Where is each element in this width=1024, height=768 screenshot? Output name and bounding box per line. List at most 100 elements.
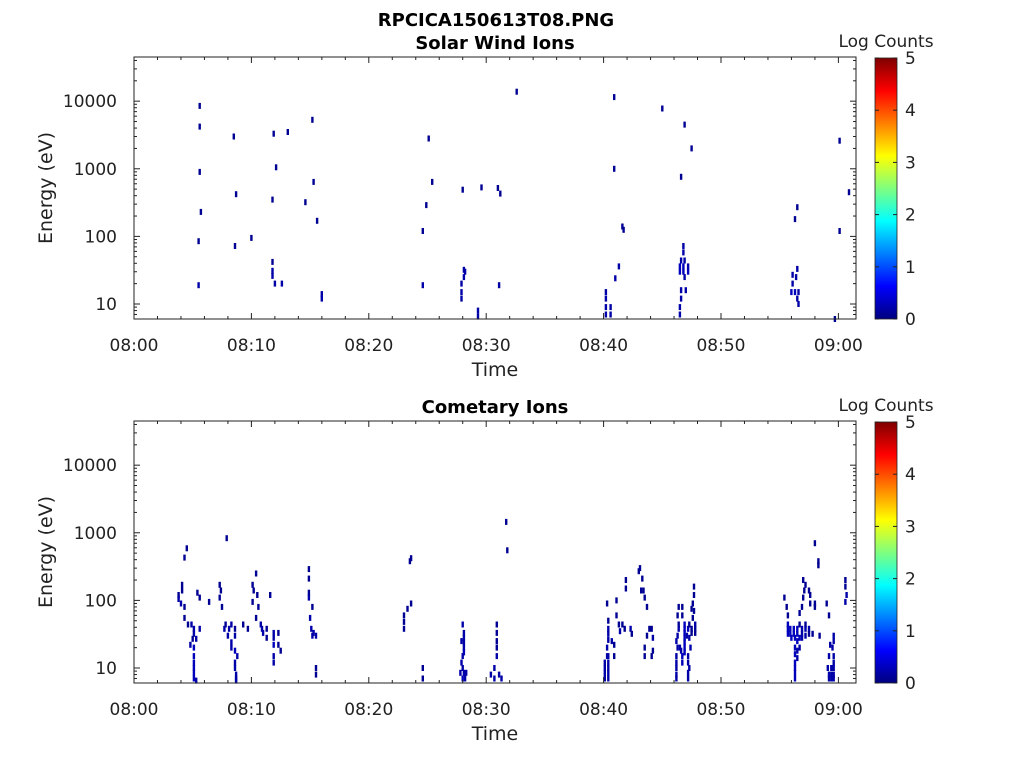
heatmap-cell xyxy=(686,625,690,632)
y-axis-label-cometary: Energy (eV) xyxy=(35,496,57,608)
heatmap-cell xyxy=(409,600,413,607)
heatmap-cell xyxy=(802,577,805,583)
heatmap-cell xyxy=(460,295,463,302)
heatmap-cell xyxy=(307,589,311,596)
heatmap-cell xyxy=(809,600,812,607)
heatmap-cell xyxy=(838,228,841,234)
heatmap-cell xyxy=(605,600,609,607)
heatmap-cell xyxy=(683,639,686,646)
heatmap-cell xyxy=(315,217,319,224)
heatmap-cell xyxy=(192,630,196,637)
heatmap-cell xyxy=(493,675,496,682)
x-tick-label: 08:10 xyxy=(227,336,276,356)
heatmap-cell xyxy=(832,671,835,678)
heatmap-cell xyxy=(230,621,233,628)
heatmap-cell xyxy=(679,295,683,302)
heatmap-cell xyxy=(250,234,253,241)
heatmap-cell xyxy=(603,659,606,666)
heatmap-cell xyxy=(676,632,679,639)
heatmap-cell xyxy=(402,618,406,625)
heatmap-cell xyxy=(257,603,260,610)
heatmap-cell xyxy=(197,238,200,245)
heatmap-cell xyxy=(462,639,466,646)
heatmap-cell xyxy=(690,605,693,612)
heatmap-cell xyxy=(844,598,847,605)
heatmap-cell xyxy=(678,644,682,651)
heatmap-cell xyxy=(804,625,807,632)
heatmap-cell xyxy=(183,603,186,610)
heatmap-cell xyxy=(286,129,289,135)
heatmap-cell xyxy=(677,621,680,628)
heatmap-cell xyxy=(271,272,274,279)
heatmap-cell xyxy=(251,598,254,605)
heatmap-cell xyxy=(686,268,690,275)
heatmap-cell xyxy=(311,632,314,639)
heatmap-cell xyxy=(688,665,691,671)
colorbar-tick-label: 5 xyxy=(905,49,916,69)
heatmap-cell xyxy=(682,263,685,270)
heatmap-cell xyxy=(803,587,806,594)
heatmap-cell xyxy=(847,189,851,196)
heatmap-cell xyxy=(790,289,793,296)
x-tick-label: 08:30 xyxy=(462,336,511,356)
heatmap-cell xyxy=(827,675,831,682)
heatmap-cell xyxy=(461,186,464,193)
heatmap-cell xyxy=(796,630,799,637)
heatmap-cell xyxy=(260,625,264,632)
heatmap-cell xyxy=(314,632,318,639)
heatmap-cell xyxy=(827,671,831,678)
heatmap-cell xyxy=(230,644,233,651)
heatmap-cell xyxy=(234,671,238,678)
heatmap-cell xyxy=(234,191,238,198)
colorbar-ticks-solar-wind: 0 1 2 3 4 5 xyxy=(875,49,916,330)
colorbar-tick-label: 1 xyxy=(905,258,916,278)
heatmap-cell xyxy=(679,287,683,294)
heatmap-cell xyxy=(798,621,801,628)
heatmap-cell xyxy=(499,190,502,197)
colorbar-ticks-cometary: 0 1 2 3 4 5 xyxy=(875,413,916,694)
heatmap-cell xyxy=(651,634,655,641)
x-tick-label: 08:50 xyxy=(696,700,745,720)
heatmap-cell xyxy=(462,669,466,676)
heatmap-cell xyxy=(226,632,230,639)
heatmap-cell xyxy=(798,644,801,651)
heatmap-cell xyxy=(683,634,686,641)
heatmap-cell xyxy=(648,625,651,632)
heatmap-cell xyxy=(613,641,616,648)
colorbar-tick-label: 3 xyxy=(905,517,916,537)
heatmap-cell xyxy=(304,199,307,206)
heatmap-cell xyxy=(186,621,190,628)
heatmap-cell xyxy=(506,547,509,554)
heatmap-cell xyxy=(609,311,612,318)
heatmap-cell xyxy=(251,581,254,588)
heatmap-cell xyxy=(461,653,464,660)
colorbar-tick-label: 4 xyxy=(905,101,916,121)
heatmap-cell xyxy=(807,625,811,632)
heatmap-cell xyxy=(786,621,790,628)
heatmap-cell xyxy=(679,257,683,264)
heatmap-cell xyxy=(230,639,233,646)
heatmap-cell xyxy=(804,621,807,628)
axes-frame xyxy=(133,56,857,320)
heatmap-cell xyxy=(236,653,239,660)
heatmap-cell xyxy=(460,659,463,666)
heatmap-cell xyxy=(271,267,274,274)
heatmap-cell xyxy=(272,634,275,641)
heatmap-cell xyxy=(515,88,518,95)
heatmap-cell xyxy=(825,600,828,607)
panel-title-cometary: Cometary Ions xyxy=(422,397,569,418)
heatmap-cell xyxy=(793,651,797,658)
heatmap-cell xyxy=(310,625,313,632)
heatmap-cell xyxy=(254,614,258,621)
heatmap-cell xyxy=(604,289,608,296)
heatmap-cell xyxy=(813,600,817,607)
heatmap-cell xyxy=(683,644,686,651)
heatmap-cell xyxy=(191,635,194,642)
heatmap-cell xyxy=(269,592,272,598)
heatmap-cell xyxy=(793,665,797,671)
heatmap-cell xyxy=(804,632,807,639)
heatmap-cell xyxy=(463,268,467,275)
heatmap-cell xyxy=(459,669,462,676)
heatmap-cell xyxy=(793,289,797,296)
axes-cometary: 08:00 08:10 08:20 08:30 08:40 08:50 09:00 10 100… xyxy=(63,420,863,720)
